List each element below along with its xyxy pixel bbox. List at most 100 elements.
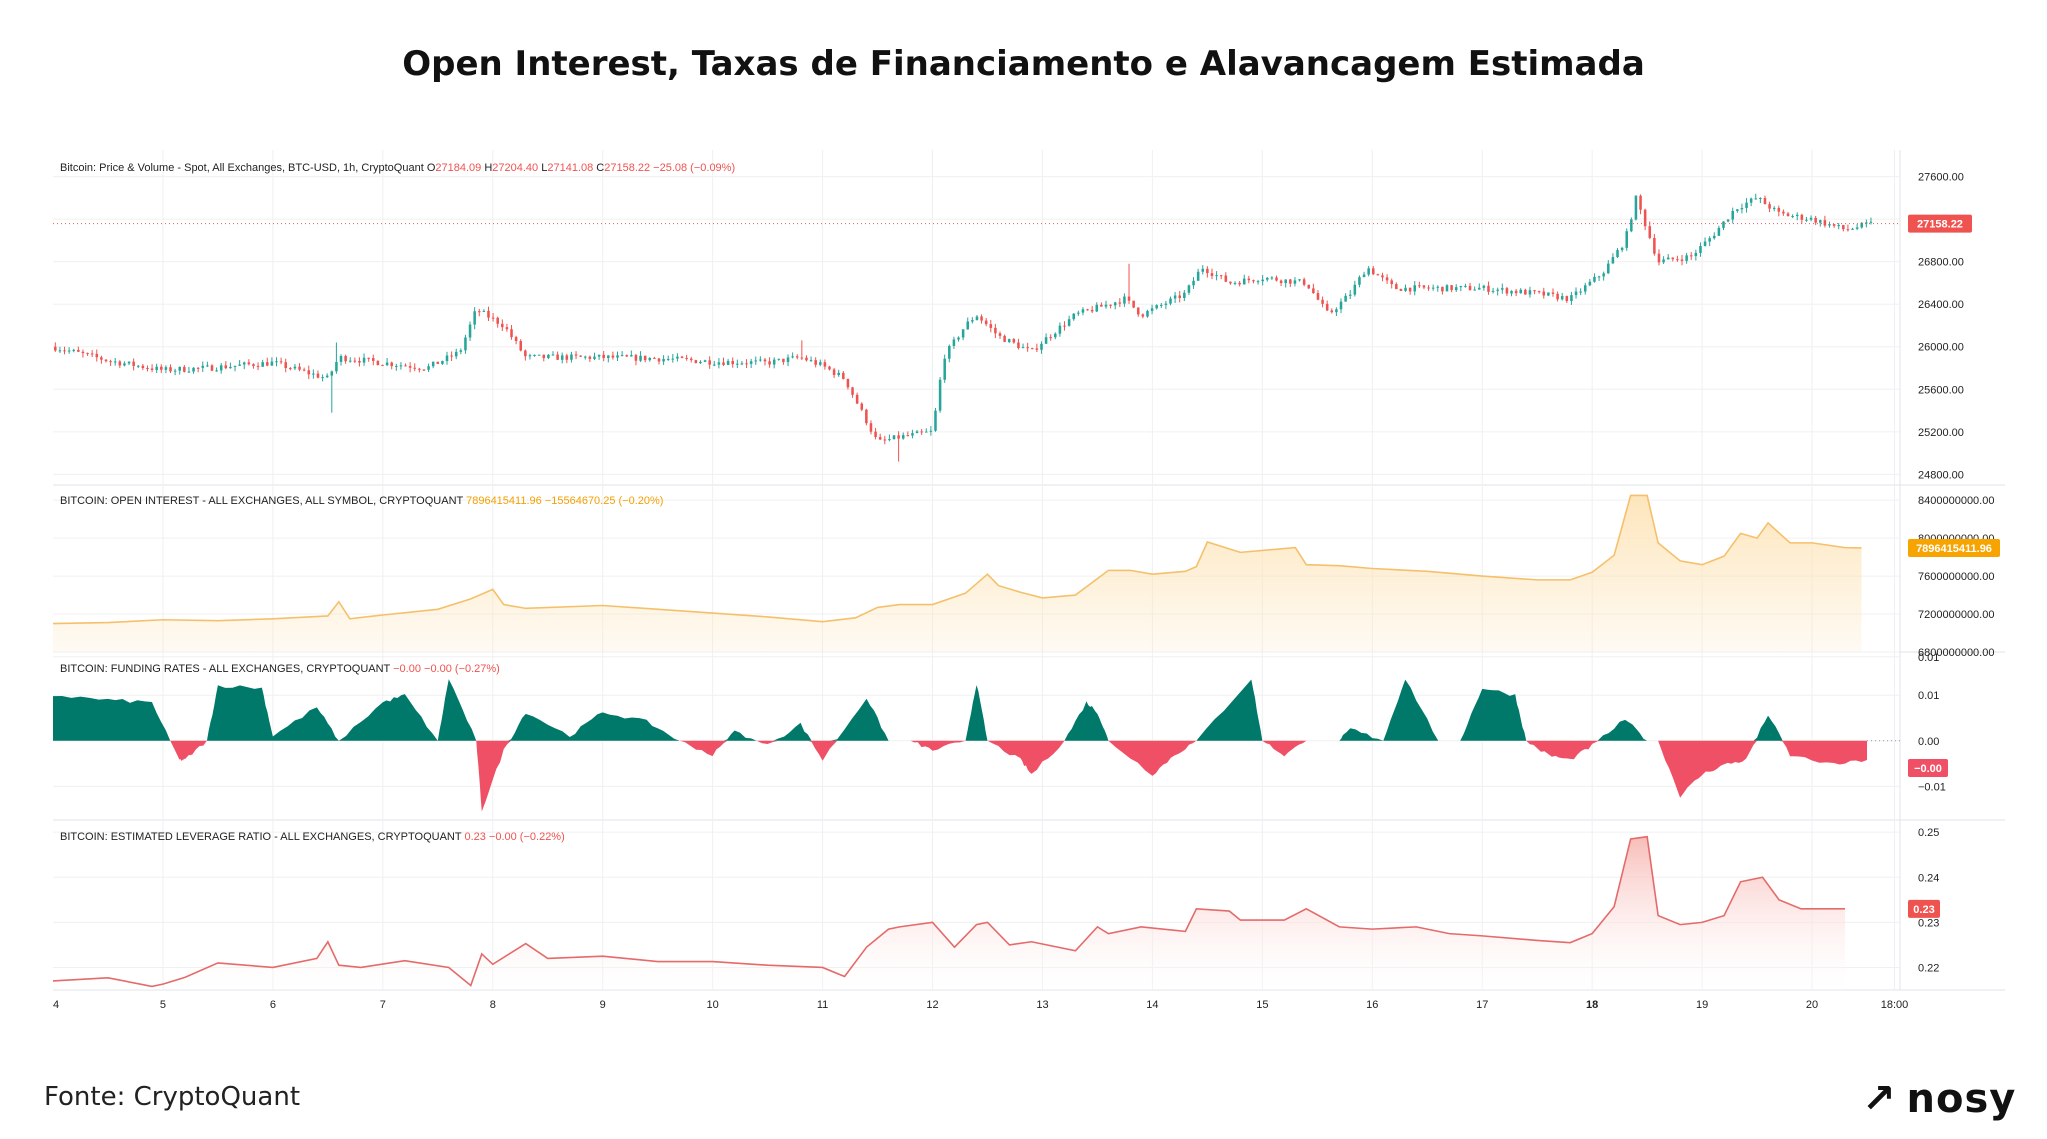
candle-body <box>689 358 693 361</box>
candle-body <box>888 439 891 441</box>
candle-body <box>63 350 66 352</box>
candle-body <box>160 366 163 370</box>
candle-body <box>1703 241 1707 246</box>
open-interest-pane[interactable] <box>52 494 1862 652</box>
candle-body <box>1266 277 1269 280</box>
candle-body <box>749 361 753 364</box>
candle-body <box>1090 309 1094 312</box>
candle-body <box>1390 280 1393 285</box>
candle-body <box>1169 298 1172 304</box>
funding-rates-pane[interactable] <box>53 679 1900 812</box>
candle-body <box>754 360 758 362</box>
candle-body <box>1054 333 1057 338</box>
candle-body <box>1252 280 1255 282</box>
candle-body <box>708 360 711 365</box>
candle-body <box>547 354 550 359</box>
legend-title: Bitcoin: Price & Volume - Spot, All Exch… <box>60 162 427 174</box>
pane-legend: BITCOIN: FUNDING RATES - ALL EXCHANGES, … <box>60 663 500 675</box>
candle-body <box>694 360 698 364</box>
candle-body <box>1547 292 1550 296</box>
candle-body <box>206 365 209 367</box>
pane-tick-label: 0.25 <box>1918 827 1939 839</box>
candle-body <box>943 358 946 380</box>
candle-body <box>791 356 794 358</box>
candle-body <box>210 365 214 371</box>
candle-body <box>777 358 781 360</box>
last-price-tag-label: 27158.22 <box>1917 219 1963 231</box>
candle-body <box>1376 274 1380 276</box>
candle-body <box>187 371 191 373</box>
candle-body <box>713 364 716 366</box>
candle-body <box>450 355 453 357</box>
candle-body <box>1602 273 1605 277</box>
candle-body <box>786 357 790 363</box>
candle-body <box>1215 275 1218 277</box>
candle-body <box>482 310 486 312</box>
candle-body <box>109 361 112 363</box>
candle-body <box>1164 303 1168 305</box>
candle-body <box>1436 286 1440 288</box>
candle-body <box>136 365 140 367</box>
leverage-ratio-pane[interactable] <box>52 835 1846 990</box>
candle-body <box>1680 259 1684 261</box>
candle-body <box>141 365 145 369</box>
candle-body <box>454 351 458 357</box>
candle-body <box>224 365 228 369</box>
candle-body <box>1229 281 1232 284</box>
candle-body <box>247 362 251 365</box>
funding-negative-area <box>53 740 1868 812</box>
candle-body <box>736 363 739 365</box>
candle-body <box>1763 197 1767 205</box>
candle-body <box>1035 348 1039 350</box>
candle-body <box>289 368 292 370</box>
pane-legend: Bitcoin: Price & Volume - Spot, All Exch… <box>60 162 735 174</box>
last-price-tag <box>1908 214 1972 233</box>
candle-body <box>1855 227 1859 229</box>
leverage-tag-label: 0.23 <box>1913 904 1934 916</box>
candle-body <box>1528 290 1532 295</box>
candle-body <box>574 354 578 356</box>
candle-body <box>1261 279 1264 282</box>
candle-body <box>984 320 988 325</box>
candle-body <box>1201 268 1205 272</box>
candle-body <box>1003 335 1006 342</box>
candle-body <box>1270 277 1274 279</box>
candle-body <box>196 367 200 369</box>
candle-body <box>1565 296 1569 301</box>
candle-body <box>178 366 181 371</box>
time-tick-label: 4 <box>53 999 59 1011</box>
candle-body <box>1860 222 1864 228</box>
candle-body <box>1302 279 1306 285</box>
price-pane[interactable] <box>53 193 1900 462</box>
candle-body <box>740 363 744 365</box>
candle-body <box>1238 282 1241 285</box>
brand-name: nosy <box>1906 1076 2017 1122</box>
candle-body <box>851 387 854 395</box>
candle-body <box>528 355 532 357</box>
candle-body <box>1017 342 1020 349</box>
funding-tick-label: 0.00 <box>1918 736 1939 748</box>
price-tick-label: 24800.00 <box>1918 469 1964 481</box>
pane-tick-label: 6800000000.00 <box>1918 647 1994 659</box>
candle-body <box>560 355 564 360</box>
candle-body <box>1072 313 1076 320</box>
funding-positive-area <box>53 679 1868 741</box>
candle-body <box>514 337 518 342</box>
candle-body <box>1491 290 1495 292</box>
candle-body <box>90 353 94 355</box>
pane-tick-label: 0.23 <box>1918 917 1939 929</box>
legend-key: L <box>541 162 547 174</box>
candle-body <box>229 366 232 369</box>
candle-body <box>685 357 688 359</box>
candle-body <box>671 358 675 360</box>
candle-body <box>1846 229 1850 231</box>
candle-body <box>597 354 601 357</box>
candle-body <box>1818 220 1822 223</box>
candle-body <box>869 423 873 432</box>
candle-body <box>1823 220 1827 226</box>
legend-title: BITCOIN: ESTIMATED LEVERAGE RATIO - ALL … <box>60 831 464 843</box>
legend-title: BITCOIN: OPEN INTEREST - ALL EXCHANGES, … <box>60 495 466 507</box>
candle-body <box>1630 219 1633 232</box>
candle-body <box>782 358 785 363</box>
